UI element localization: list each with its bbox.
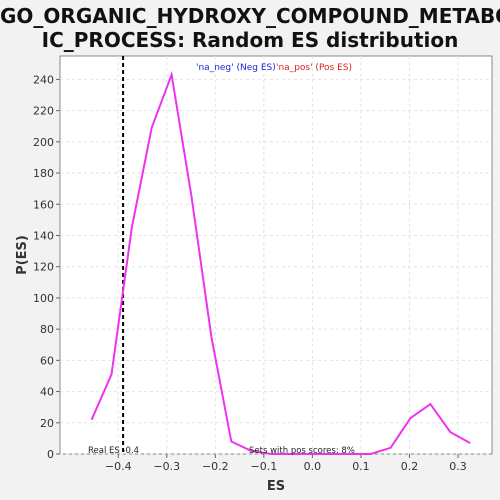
x-tick-label: 0.2 xyxy=(401,460,419,473)
plot-area xyxy=(59,55,493,455)
y-tick-label: 160 xyxy=(33,198,54,211)
y-tick-label: 220 xyxy=(33,105,54,118)
y-tick-label: 20 xyxy=(40,417,54,430)
x-tick-label: 0.3 xyxy=(449,460,467,473)
x-tick-label: −0.2 xyxy=(202,460,229,473)
y-tick-label: 240 xyxy=(33,73,54,86)
real-es-label: Real ES -0.4 xyxy=(88,446,139,456)
series-line xyxy=(90,70,471,455)
y-axis: 0 20 40 60 80 100 120 140 160 180 200 220 240 xyxy=(33,73,60,461)
y-tick-label: 60 xyxy=(40,354,54,367)
y-tick-label: 200 xyxy=(33,136,54,149)
y-tick-label: 140 xyxy=(33,229,54,242)
y-tick-label: 120 xyxy=(33,261,54,274)
x-tick-label: −0.3 xyxy=(153,460,180,473)
y-tick-label: 0 xyxy=(47,448,54,461)
legend-item-pos: 'na_pos' (Pos ES) xyxy=(276,63,352,73)
grid xyxy=(60,56,492,455)
chart-title: GO_ORGANIC_HYDROXY_COMPOUND_METABOL IC_P… xyxy=(0,4,500,52)
y-tick-label: 40 xyxy=(40,386,54,399)
x-tick-label: −0.1 xyxy=(251,460,278,473)
x-axis: −0.4 −0.3 −0.2 −0.1 0.0 0.1 0.2 0.3 xyxy=(105,454,467,473)
x-tick-label: 0.1 xyxy=(352,460,370,473)
x-tick-label: 0.0 xyxy=(304,460,322,473)
y-tick-label: 100 xyxy=(33,292,54,305)
x-axis-title: ES xyxy=(267,479,285,494)
y-tick-label: 80 xyxy=(40,323,54,336)
legend: 'na_neg' (Neg ES)'na_pos' (Pos ES) xyxy=(196,63,352,73)
y-axis-title: P(ES) xyxy=(15,235,30,275)
pos-scores-annotation: Sets with pos scores: 8% xyxy=(249,446,355,456)
x-tick-label: −0.4 xyxy=(105,460,132,473)
y-tick-label: 180 xyxy=(33,167,54,180)
legend-item-neg: 'na_neg' (Neg ES) xyxy=(196,63,276,73)
